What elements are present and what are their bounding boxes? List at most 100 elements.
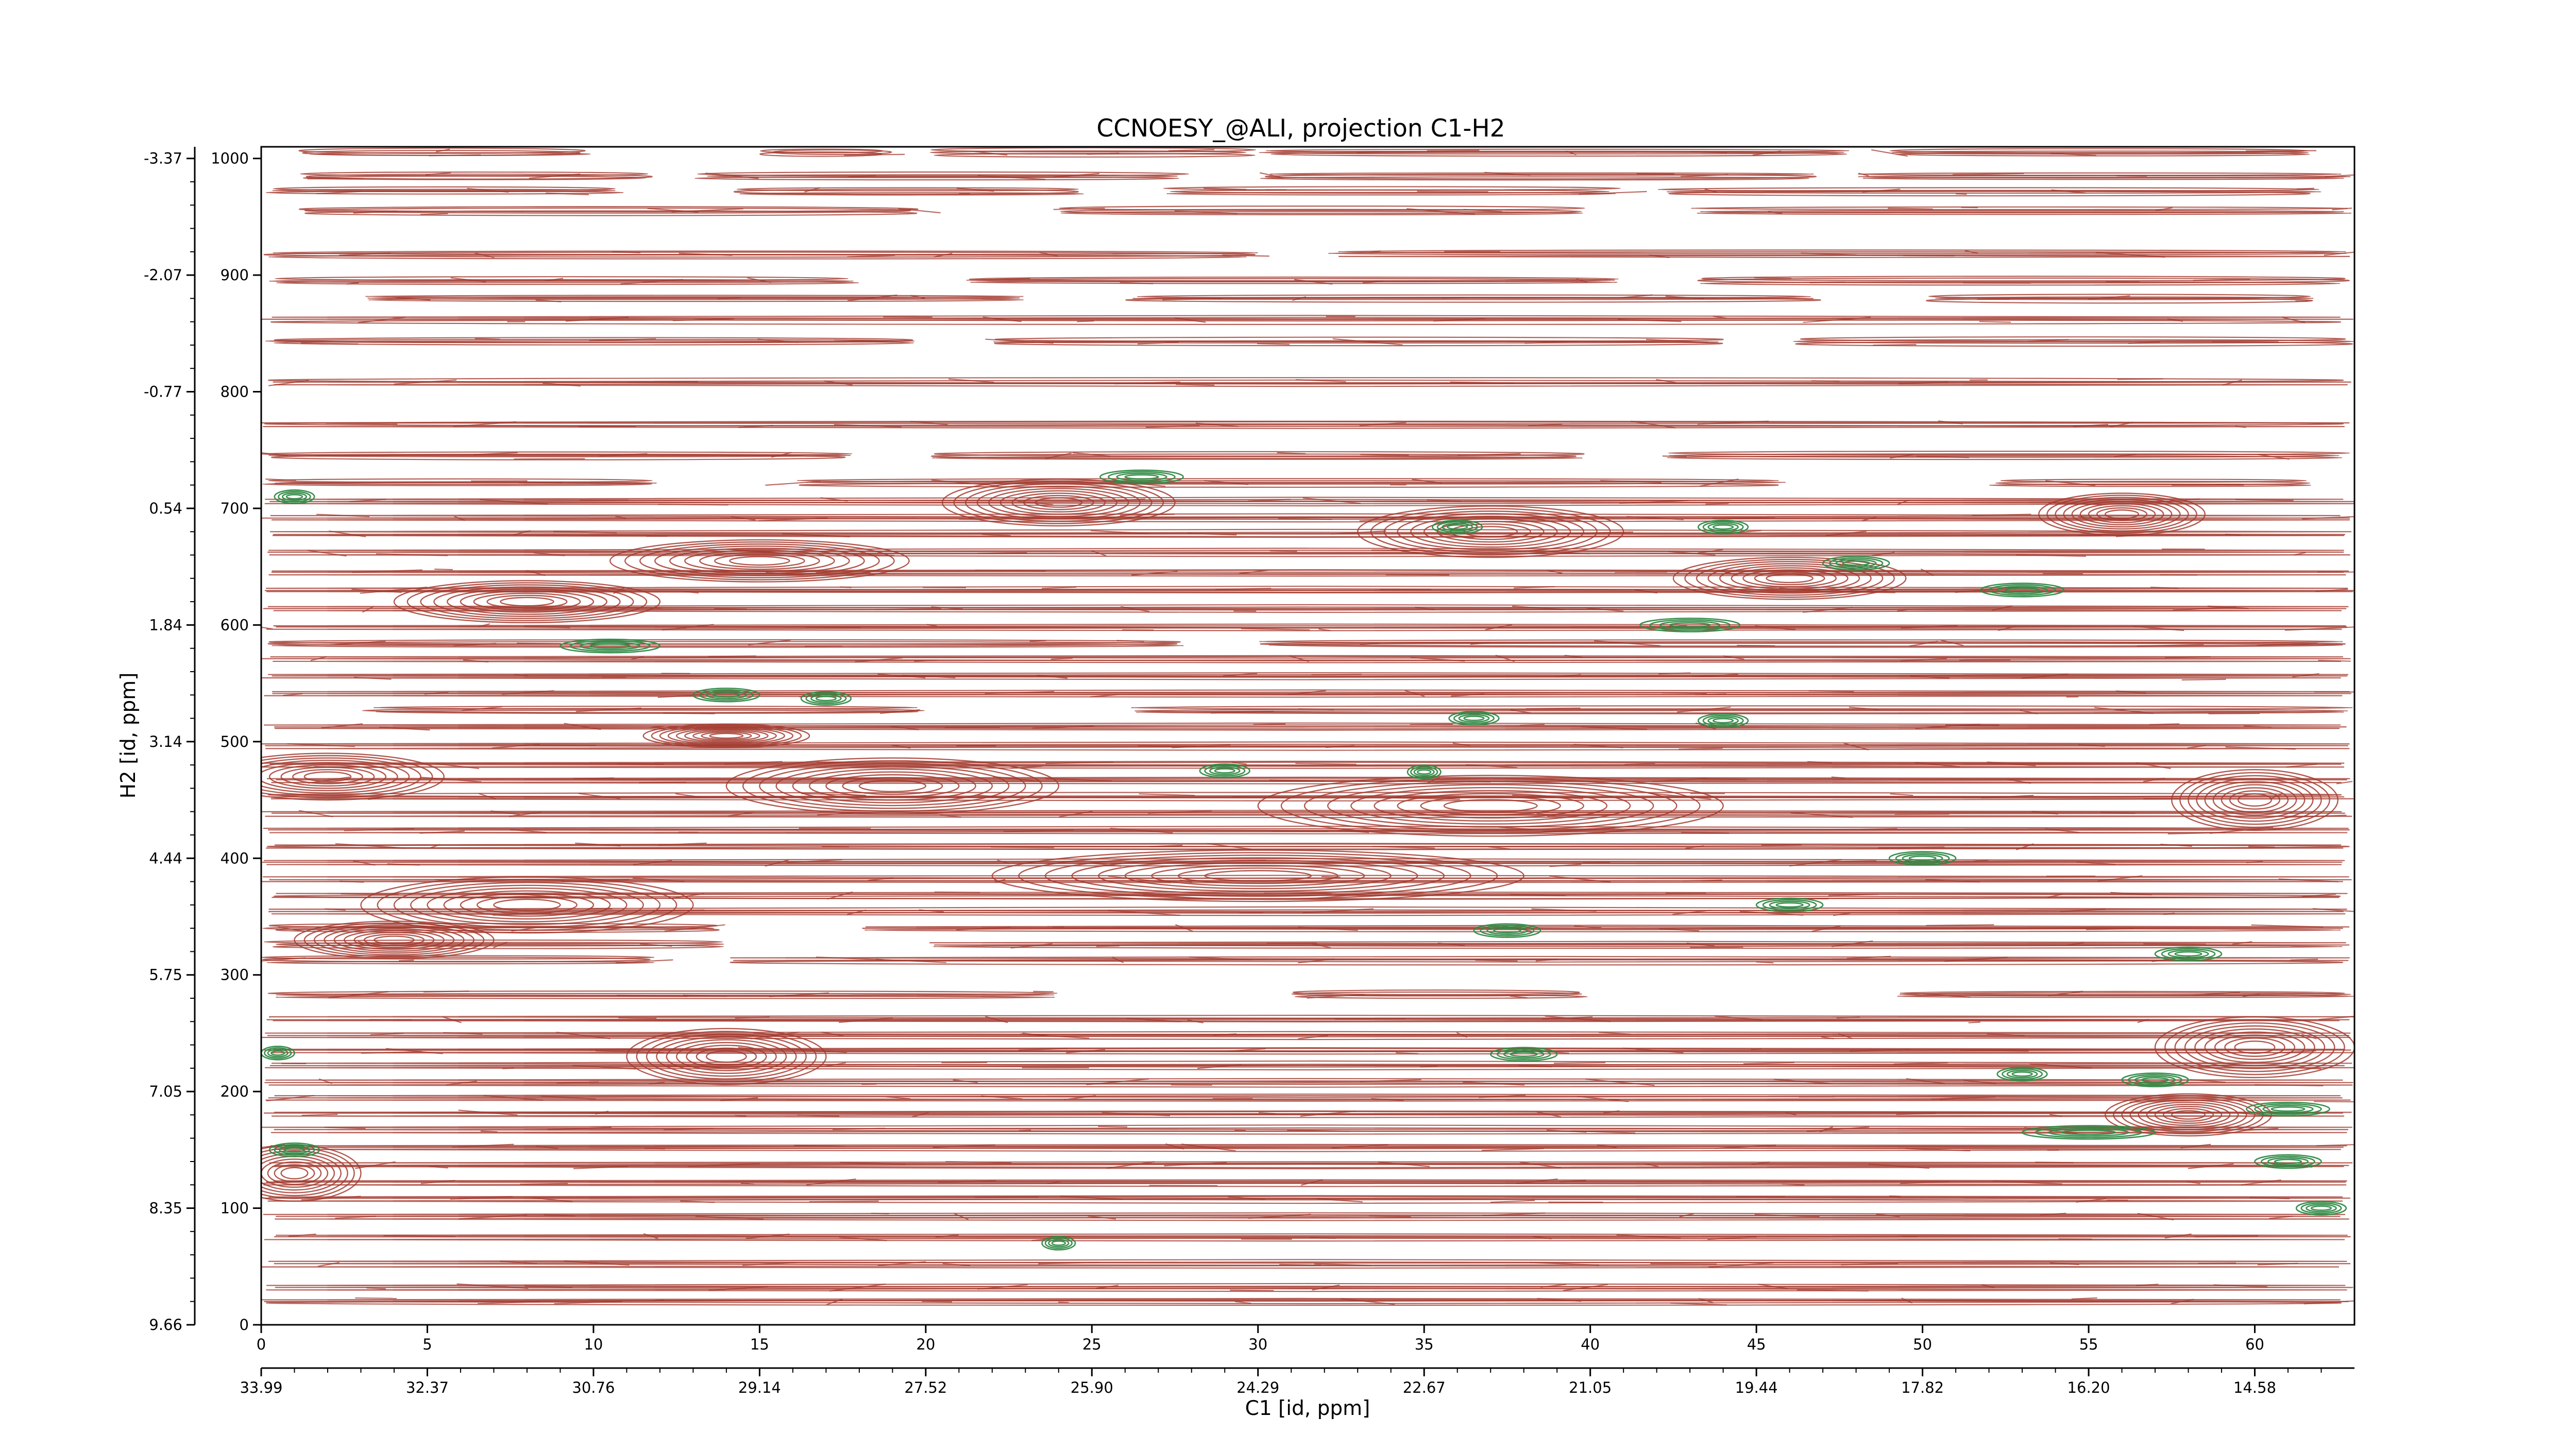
x-tick-label: 30 (1248, 1336, 1267, 1353)
x-axis-label: C1 [id, ppm] (1245, 1397, 1370, 1420)
contour-fragment (735, 1115, 746, 1116)
contour-fragment (399, 960, 414, 961)
contour-fragment (1624, 764, 1655, 765)
contour-fragment (2208, 713, 2260, 714)
x-tick-label: 35 (1415, 1336, 1434, 1353)
contour-fragment (658, 504, 728, 505)
y-ppm-tick-label: 9.66 (149, 1316, 182, 1334)
x-tick-label: 50 (1913, 1336, 1932, 1353)
contour-fragment (1837, 1017, 1860, 1018)
y-tick-label: 300 (221, 966, 249, 984)
contour-fragment (1737, 645, 1775, 646)
x-ppm-tick-label: 19.44 (1735, 1379, 1778, 1396)
contour-fragment (423, 991, 469, 992)
contour-fragment (355, 1298, 397, 1299)
y-tick-label: 900 (221, 266, 249, 284)
contour-fragment (1683, 880, 1722, 881)
x-ppm-tick-label: 21.05 (1569, 1379, 1612, 1396)
x-ppm-tick-label: 30.76 (572, 1379, 615, 1396)
contour-fragment (1903, 1236, 1918, 1237)
contour-fragment (579, 426, 636, 427)
contour-fragment (2117, 379, 2163, 380)
contour-fragment (1019, 1130, 1031, 1131)
x-ppm-tick-label: 17.82 (1901, 1379, 1944, 1396)
x-tick-label: 0 (257, 1336, 266, 1353)
contour-fragment (1979, 321, 2011, 322)
contour-fragment (1410, 724, 1453, 725)
y-ppm-tick-label: -2.07 (144, 266, 182, 284)
contour-fragment (1427, 150, 1480, 151)
y-tick-label: 400 (221, 849, 249, 867)
x-ppm-tick-label: 29.14 (738, 1379, 781, 1396)
y-tick-label: 600 (221, 616, 249, 634)
contour-fragment (1098, 1126, 1127, 1127)
y-ppm-tick-label: 8.35 (149, 1200, 182, 1217)
y-ppm-tick-label: 3.14 (149, 733, 182, 750)
contour-fragment (1176, 384, 1214, 385)
y-tick-label: 800 (221, 383, 249, 401)
y-axis-label: H2 [id, ppm] (117, 673, 140, 799)
contour-fragment (840, 587, 852, 588)
contour-fragment (945, 727, 1000, 728)
x-ppm-tick-label: 16.20 (2067, 1379, 2110, 1396)
x-ppm-tick-label: 14.58 (2233, 1379, 2276, 1396)
contour-fragment (2198, 1263, 2236, 1264)
x-tick-label: 40 (1581, 1336, 1600, 1353)
contour-fragment (1058, 1302, 1069, 1303)
x-tick-label: 10 (584, 1336, 603, 1353)
contour-fragment (645, 1148, 665, 1149)
y-ppm-tick-label: 4.44 (149, 849, 182, 867)
contour-fragment (935, 892, 980, 893)
y-tick-label: 200 (221, 1083, 249, 1100)
contour-fragment (2035, 1162, 2073, 1163)
contour-fragment (1417, 191, 1488, 192)
x-ppm-tick-label: 24.29 (1236, 1379, 1279, 1396)
x-tick-label: 15 (750, 1336, 769, 1353)
contour-fragment (1690, 947, 1743, 948)
contour-fragment (502, 1068, 514, 1069)
x-ppm-tick-label: 32.37 (406, 1379, 449, 1396)
contour-fragment (975, 1197, 1039, 1198)
contour-fragment (708, 656, 756, 657)
contour-fragment (475, 338, 500, 339)
contour-fragment (580, 500, 628, 501)
contour-fragment (1053, 927, 1064, 928)
contour-fragment (806, 627, 861, 628)
x-ppm-tick-label: 25.90 (1071, 1379, 1113, 1396)
contour-fragment (434, 569, 453, 570)
y-ppm-tick-label: 5.75 (149, 966, 182, 984)
y-tick-label: 1000 (211, 150, 249, 167)
y-ppm-tick-label: -3.37 (144, 150, 182, 167)
contour-fragment (1960, 1050, 2028, 1051)
contour-fragment (1888, 208, 1933, 209)
contour-fragment (1810, 282, 1845, 283)
x-tick-label: 25 (1082, 1336, 1101, 1353)
contour-fragment (1475, 960, 1517, 961)
x-tick-label: 20 (916, 1336, 935, 1353)
x-ppm-tick-label: 33.99 (240, 1379, 282, 1396)
x-ppm-tick-label: 27.52 (904, 1379, 947, 1396)
x-tick-label: 60 (2245, 1336, 2264, 1353)
contour-fragment (978, 553, 1027, 554)
chart-title: CCNOESY_@ALI, projection C1-H2 (1096, 114, 1505, 143)
contour-fragment (975, 570, 1045, 571)
y-tick-label: 500 (221, 733, 249, 750)
x-tick-label: 45 (1747, 1336, 1766, 1353)
contour-fragment (2291, 959, 2318, 960)
y-ppm-tick-label: 7.05 (149, 1083, 182, 1100)
contour-fragment (991, 847, 1054, 848)
contour-fragment (2182, 679, 2226, 680)
contour-fragment (2043, 573, 2083, 574)
y-tick-label: 0 (240, 1316, 249, 1334)
x-ppm-tick-label: 22.67 (1403, 1379, 1446, 1396)
contour-fragment (573, 778, 614, 779)
contour-fragment (1253, 724, 1285, 725)
contour-fragment (809, 1201, 879, 1202)
contour-fragment (1030, 640, 1046, 641)
contour-fragment (1369, 1216, 1411, 1217)
contour-fragment (1271, 831, 1328, 832)
y-ppm-tick-label: 1.84 (149, 616, 182, 634)
x-tick-label: 55 (2079, 1336, 2098, 1353)
